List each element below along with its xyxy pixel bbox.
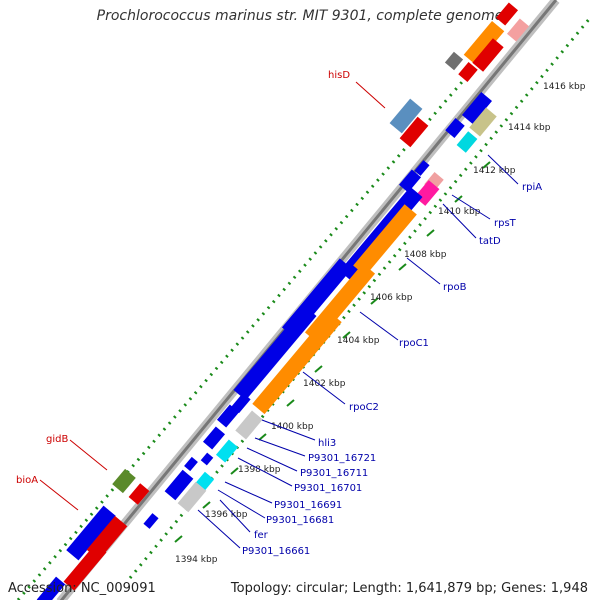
tick-label: 1400 kbp	[271, 422, 314, 432]
tick-label: 1408 kbp	[404, 250, 447, 260]
leader-line	[197, 509, 241, 549]
gene-label-blue: rpsT	[494, 218, 517, 229]
gene-label-blue: fer	[254, 530, 269, 541]
tick	[230, 467, 239, 475]
gene-label-red: gidB	[46, 434, 68, 445]
gene-block	[200, 452, 214, 466]
gene-label-blue: hli3	[318, 438, 336, 449]
tick-label: 1402 kbp	[303, 379, 346, 389]
tick-label: 1412 kbp	[473, 166, 516, 176]
gene-block	[231, 392, 251, 414]
outer-dotted-ring	[16, 74, 470, 600]
gene-block	[235, 410, 263, 440]
tick-label: 1410 kbp	[438, 207, 481, 217]
gene-block	[414, 160, 430, 176]
gene-label-blue: tatD	[479, 236, 501, 247]
leader-line	[355, 81, 386, 109]
tick-label: 1416 kbp	[543, 82, 586, 92]
gene-label-blue: P9301_16681	[266, 515, 334, 526]
gene-block	[456, 131, 478, 153]
tick	[482, 161, 491, 169]
gene-block	[112, 468, 136, 494]
gene-block	[143, 513, 159, 529]
gene-block	[506, 18, 530, 42]
gene-block	[177, 481, 207, 513]
gene-block	[461, 92, 493, 124]
leader-line	[246, 447, 298, 472]
gene-block	[472, 38, 504, 72]
gene-block	[66, 505, 116, 561]
tick-label: 1394 kbp	[175, 555, 218, 565]
leader-line	[219, 499, 251, 533]
gene-label-blue: rpoC2	[349, 402, 379, 413]
tick-label: 1406 kbp	[370, 293, 413, 303]
gene-block	[463, 21, 505, 65]
gene-block	[252, 311, 342, 415]
leader-line	[69, 439, 108, 471]
tick-marks	[174, 161, 491, 543]
gene-block	[202, 426, 226, 450]
tick	[174, 535, 183, 543]
topology-text: Topology: circular; Length: 1,641,879 bp…	[230, 581, 588, 596]
tick-label: 1396 kbp	[205, 510, 248, 520]
leader-line	[224, 481, 273, 504]
gene-block	[216, 404, 240, 428]
gene-block	[195, 471, 215, 491]
tick	[314, 365, 323, 373]
gene-label-red: hisD	[328, 70, 350, 81]
gene-label-blue: P9301_16711	[300, 468, 368, 479]
gene-block	[389, 98, 423, 134]
tick-label: 1404 kbp	[337, 336, 380, 346]
tick-label: 1398 kbp	[238, 465, 281, 475]
gene-block	[495, 2, 519, 26]
tick	[398, 263, 407, 271]
leader-line	[487, 154, 519, 185]
leader-line	[302, 371, 346, 405]
gene-block	[398, 169, 422, 193]
gene-label-blue: P9301_16701	[294, 483, 362, 494]
leader-line	[359, 311, 399, 341]
gene-label-blue: rpoC1	[399, 338, 429, 349]
leader-line	[237, 457, 293, 487]
gene-block	[233, 305, 317, 401]
leader-line	[451, 194, 491, 220]
leader-line	[442, 203, 477, 239]
gene-label-red: bioA	[16, 475, 38, 486]
gene-label-blue: rpiA	[522, 182, 542, 193]
gene-label-blue: P9301_16721	[308, 453, 376, 464]
gene-block	[399, 116, 429, 148]
gene-block	[445, 118, 465, 138]
gene-label-blue: rpoB	[443, 282, 467, 293]
gene-label-blue: P9301_16691	[274, 500, 342, 511]
gene-block	[63, 543, 107, 591]
tick	[342, 331, 351, 339]
tick	[258, 433, 267, 441]
accession-text: Accession: NC_009091	[8, 581, 156, 596]
leader-line	[406, 257, 441, 285]
leader-line	[254, 437, 306, 457]
leader-line	[39, 479, 79, 511]
gene-block	[164, 469, 194, 501]
gene-block	[353, 204, 417, 276]
gene-block	[215, 439, 239, 463]
leader-line	[261, 419, 316, 441]
tick	[426, 229, 435, 237]
gene-block	[184, 456, 198, 472]
gene-block	[414, 180, 440, 206]
tick	[370, 297, 379, 305]
tick	[286, 399, 295, 407]
gene-block	[444, 51, 464, 71]
gene-block	[458, 62, 478, 82]
leader-line	[217, 489, 266, 519]
gene-label-blue: P9301_16661	[242, 546, 310, 557]
tick-label: 1414 kbp	[508, 123, 551, 133]
gene-block	[469, 107, 497, 137]
tick	[202, 501, 211, 509]
map-title: Prochlorococcus marinus str. MIT 9301, c…	[96, 8, 504, 24]
gene-block	[128, 483, 150, 505]
